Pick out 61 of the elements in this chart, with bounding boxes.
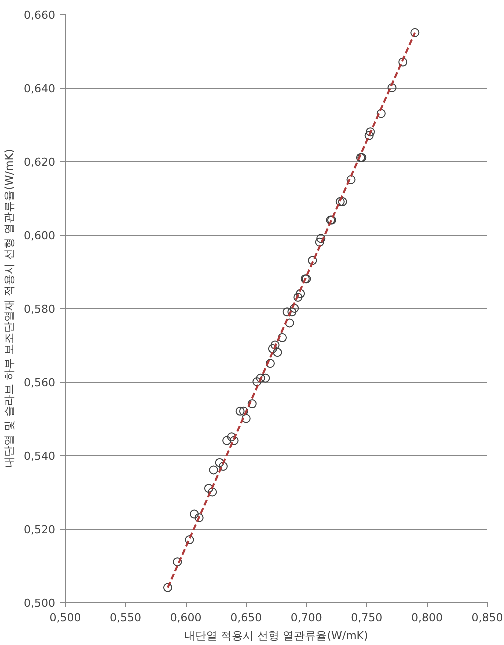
point [278, 333, 288, 342]
point [388, 84, 397, 92]
point [256, 374, 266, 383]
point [338, 197, 348, 206]
point [410, 28, 420, 38]
point [252, 378, 262, 386]
x-tick-label: 0,650 [230, 612, 262, 624]
point [270, 340, 280, 350]
point [316, 234, 326, 244]
point [185, 536, 194, 545]
point [227, 432, 236, 442]
point [346, 175, 356, 184]
point [282, 308, 292, 317]
point [336, 197, 345, 206]
point [248, 400, 257, 409]
y-tick-label: 0,580 [24, 303, 56, 316]
point [215, 458, 224, 468]
y-tick-label: 0,600 [24, 230, 56, 242]
y-tick-label: 0,640 [24, 82, 56, 96]
point [194, 513, 204, 522]
y-tick-label: 0,620 [24, 156, 56, 169]
point [230, 436, 239, 446]
point [268, 344, 278, 354]
y-tick-label: 0,660 [24, 9, 56, 22]
point [308, 256, 318, 266]
x-tick-label: 0,750 [351, 612, 383, 624]
x-tick-label: 0,850 [472, 612, 504, 624]
point [266, 359, 275, 368]
point [290, 304, 300, 313]
point [315, 238, 324, 247]
y-tick-label: 0,560 [24, 376, 56, 390]
point [163, 583, 172, 592]
point [239, 406, 248, 416]
x-tick-label: 0,700 [290, 612, 322, 624]
point [261, 374, 270, 383]
point [273, 348, 282, 358]
point [296, 289, 306, 298]
x-tick-label: 0,500 [50, 612, 82, 624]
point [288, 308, 297, 317]
point [242, 414, 251, 424]
point [190, 510, 200, 519]
point [364, 131, 374, 140]
point [222, 436, 232, 446]
point [376, 109, 386, 118]
x-tick-label: 0,550 [110, 612, 142, 624]
y-tick-label: 0,500 [24, 597, 56, 610]
y-axis-title: 내단열 및 슬라브 하부 보조단열재 적용시 선형 열관류율(W/mK) [3, 149, 16, 468]
point [204, 484, 214, 494]
x-tick-label: 0,600 [170, 612, 202, 624]
point [398, 58, 408, 67]
point [218, 462, 228, 472]
point [294, 292, 303, 302]
point [236, 406, 245, 416]
point [366, 128, 376, 137]
y-tick-label: 0,520 [24, 524, 56, 536]
point [173, 558, 182, 567]
point [209, 466, 218, 475]
point [208, 488, 218, 497]
x-tick-label: 0,800 [411, 612, 443, 624]
y-tick-label: 0,540 [24, 450, 56, 463]
x-axis-title: 내단열 적용시 선형 열관류율(W/mK) [184, 630, 368, 642]
